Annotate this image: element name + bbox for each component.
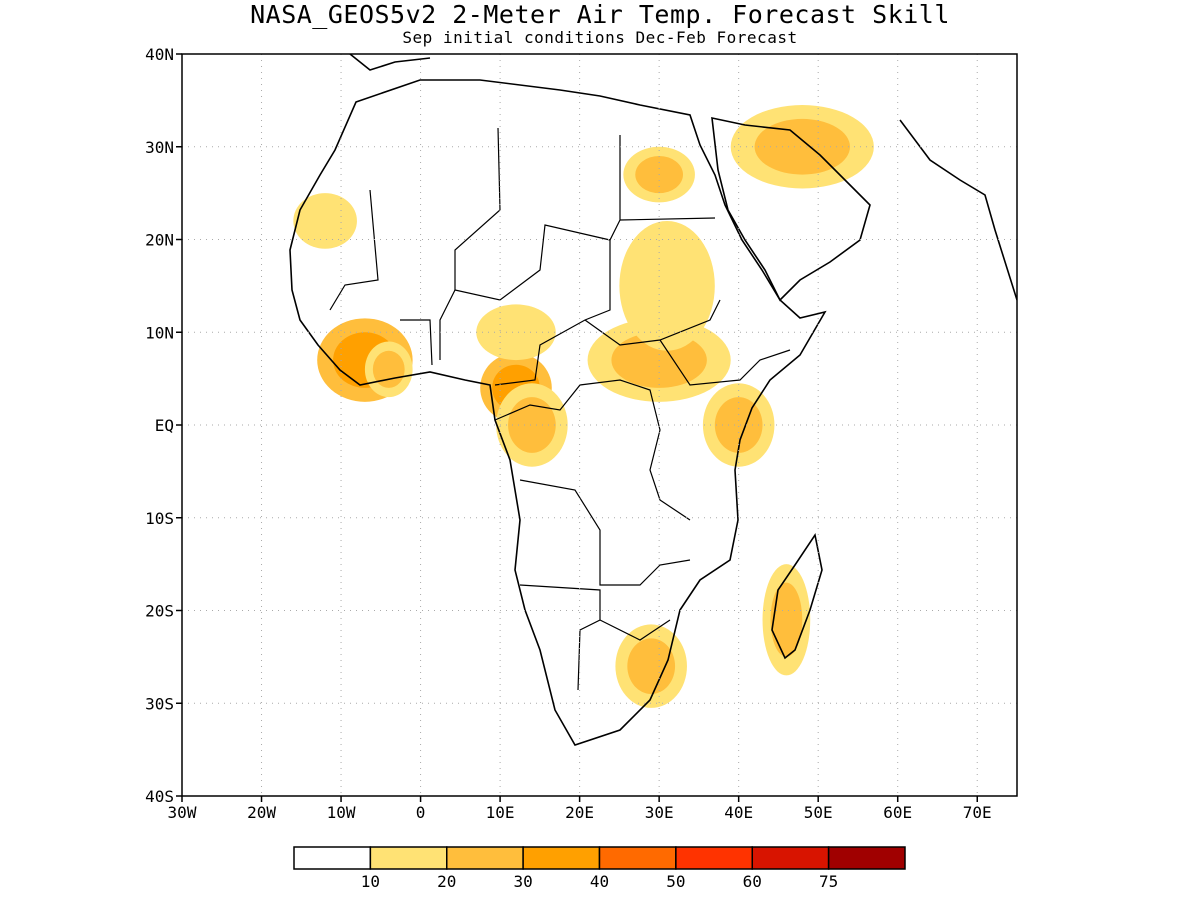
colorbar-swatch [675,846,753,870]
lon-tick-label: 20E [565,803,594,822]
skill-region [372,350,405,388]
colorbar-label: 60 [743,872,762,891]
lat-tick-label: EQ [155,416,174,435]
skill-region [476,304,556,361]
graticule-grid [181,53,1017,797]
skill-region [293,193,357,249]
colorbar-swatch [369,846,448,870]
europe-coastline [349,54,431,71]
lon-tick-label: 60E [883,803,912,822]
map-subtitle: Sep initial conditions Dec-Feb Forecast [402,28,798,47]
lat-tick-label: 40N [145,45,174,64]
colorbar-label: 40 [590,872,609,891]
lon-tick-label: 20W [247,803,276,822]
colorbar-label: 75 [819,872,838,891]
colorbar-swatch [522,846,601,870]
lat-tick-label: 40S [145,787,174,806]
lat-tick-label: 20N [145,231,174,250]
lat-tick-label: 30N [145,138,174,157]
colorbar-swatch [827,846,906,870]
lat-tick-label: 20S [145,602,174,621]
skill-region [508,397,556,453]
colorbar-label: 10 [361,872,380,891]
skill-region [627,638,676,694]
colorbar-label: 20 [437,872,456,891]
lon-tick-label: 30W [168,803,197,822]
skill-shading-layer [293,105,874,708]
coastline-layer [289,54,1017,746]
country-borders-layer [329,127,791,691]
colorbar-swatch [446,846,524,870]
lat-tick-label: 10S [145,509,174,528]
colorbar-label: 50 [666,872,685,891]
lat-tick-label: 10N [145,323,174,342]
lon-tick-label: 10E [486,803,515,822]
skill-region [770,582,803,657]
longitude-ticks: 30W 20W 10W 0 10E 20E 30E 40E 50E 60E 70E [168,796,992,822]
colorbar-swatch [293,846,372,870]
map-title: NASA_GEOS5v2 2-Meter Air Temp. Forecast … [250,0,950,29]
asia-coastline [899,119,1017,301]
africa-coastline [289,79,827,746]
lon-tick-label: 10W [327,803,356,822]
plot-frame [181,53,1018,797]
lon-tick-label: 30E [645,803,674,822]
colorbar-swatch [751,846,830,870]
lon-tick-label: 50E [804,803,833,822]
colorbar-label: 30 [513,872,532,891]
lon-tick-label: 0 [416,803,426,822]
madagascar-coastline [771,532,823,660]
lon-tick-label: 70E [963,803,992,822]
lat-tick-label: 30S [145,694,174,713]
latitude-ticks: 40N 30N 20N 10N EQ 10S 20S 30S 40S [145,45,182,806]
skill-region [619,220,715,351]
colorbar-legend: 10 20 30 40 50 60 75 [293,846,906,891]
lon-tick-label: 40E [724,803,753,822]
colorbar-swatch [598,846,677,870]
arabia-coastline [711,116,871,302]
